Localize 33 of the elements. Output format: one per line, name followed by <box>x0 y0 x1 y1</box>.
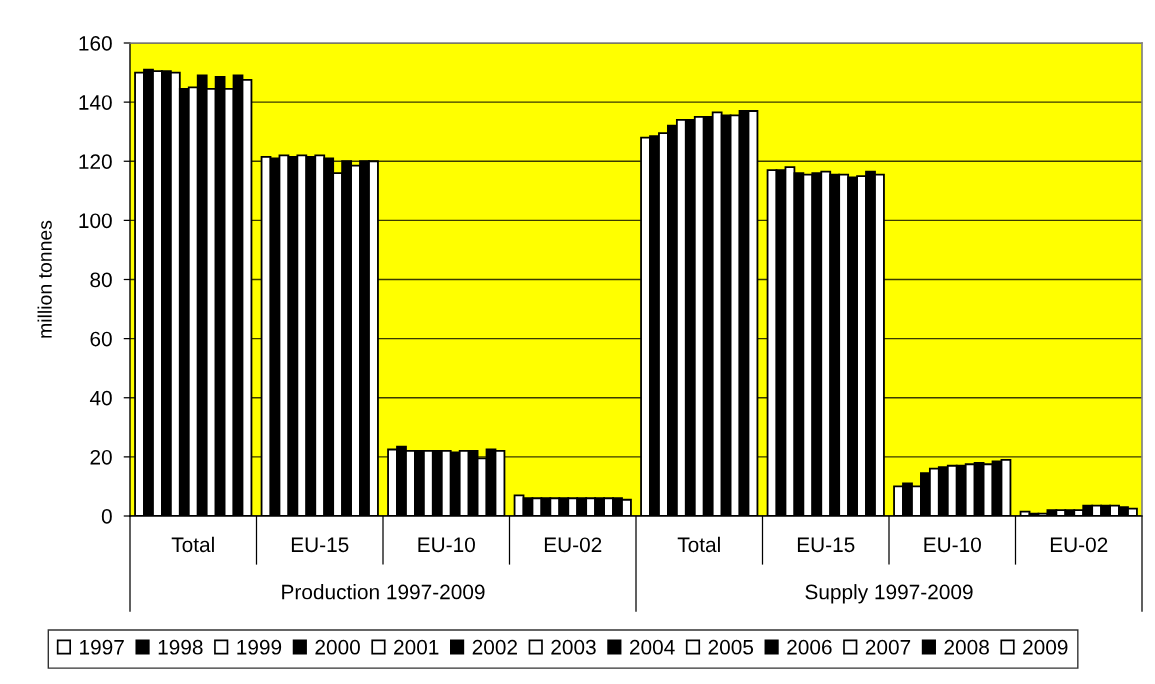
legend-label: 2008 <box>944 639 989 655</box>
x-tick-label: EU-10 <box>924 537 981 553</box>
x-tick-label: EU-02 <box>544 537 602 553</box>
legend-label: 2005 <box>708 639 754 655</box>
y-tick-label: 140 <box>79 95 112 110</box>
y-tick-label: 40 <box>89 390 112 406</box>
y-axis-title: million tonnes <box>37 220 52 338</box>
y-tick-label: 80 <box>90 272 112 288</box>
y-tick-label: 20 <box>90 449 112 465</box>
x-tick-label: Total <box>171 536 214 553</box>
legend-label: 2001 <box>394 639 439 655</box>
y-tick-label: 60 <box>90 331 112 347</box>
y-tick-label: 120 <box>79 154 112 169</box>
x-tick-label: EU-02 <box>1050 537 1108 553</box>
legend-label: 2009 <box>1023 639 1068 655</box>
legend-label: 2007 <box>865 639 911 655</box>
x-tick-label: EU-15 <box>291 537 349 553</box>
y-tick-label: 100 <box>79 213 112 229</box>
legend-label: 2002 <box>472 639 517 655</box>
text: Production 1997-2009 <box>282 584 485 600</box>
legend-label: 1999 <box>237 639 282 655</box>
x-tick-label: Total <box>677 536 720 553</box>
legend-label: 1998 <box>158 639 203 655</box>
text: Supply 1997-2009 <box>805 584 973 604</box>
y-tick-label: 160 <box>79 36 112 51</box>
legend-label: 2003 <box>551 639 596 655</box>
legend-label: 1997 <box>80 639 124 655</box>
legend-label: 2000 <box>315 639 360 655</box>
y-tick-label: 0 <box>101 509 112 524</box>
legend-label: 2004 <box>629 639 675 655</box>
x-tick-label: EU-10 <box>418 537 475 553</box>
legend-label: 2006 <box>787 639 832 655</box>
x-tick-label: EU-15 <box>797 537 855 553</box>
